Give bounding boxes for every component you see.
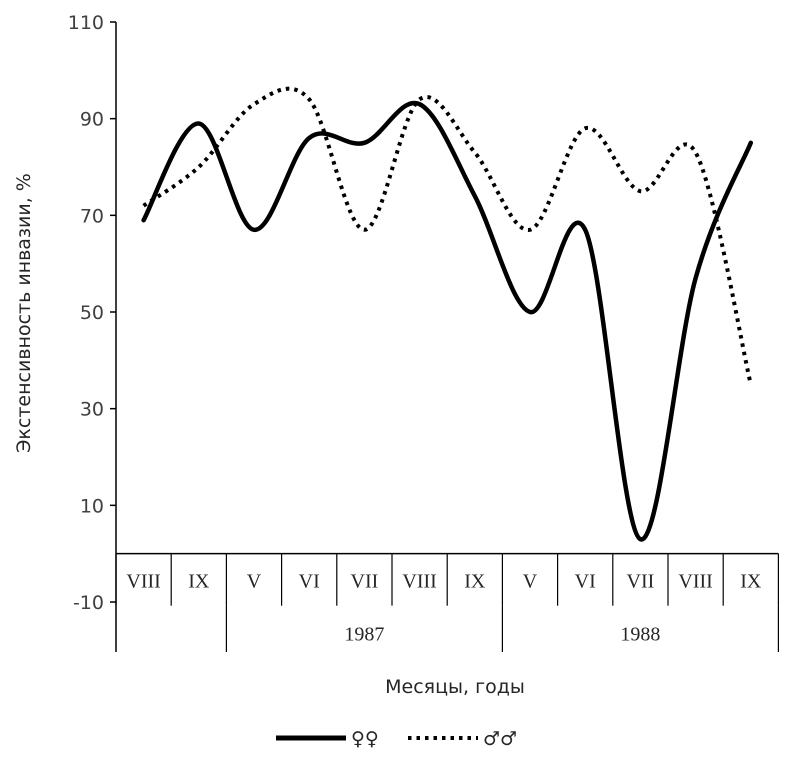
x-tick-label: IX <box>740 571 762 593</box>
y-axis: -10 10 30 50 70 90 110 <box>68 12 117 652</box>
y-tick-label: 30 <box>80 399 104 421</box>
y-tick-label: 50 <box>80 302 104 324</box>
x-tick-label: VIII <box>126 571 160 593</box>
series-line-females <box>141 100 754 542</box>
x-axis: VIII IX V VI VII VIII IX V VI VII VIII IX 1987 1988 <box>115 552 780 652</box>
x-tick-label: VIII <box>402 571 436 593</box>
y-tick-label: 110 <box>68 12 104 34</box>
x-tick-label: IX <box>188 571 210 593</box>
x-tick-label: VI <box>299 571 320 593</box>
y-tick-label: 90 <box>80 109 104 131</box>
x-tick-label: VI <box>575 571 596 593</box>
x-axis-title: Месяцы, годы <box>385 676 525 698</box>
y-tick-label: -10 <box>73 592 104 614</box>
x-tick-label: V <box>523 571 538 593</box>
legend-label-females: ♀♀ <box>351 728 379 750</box>
x-tick-label: V <box>247 571 262 593</box>
y-axis-title: Экстенсивность инвазии, % <box>13 173 35 453</box>
legend: ♀♀ ♂♂ <box>276 728 517 750</box>
year-label: 1987 <box>344 624 384 646</box>
y-tick-label: 10 <box>80 495 104 517</box>
x-tick-label: VIII <box>678 571 712 593</box>
x-tick-label: IX <box>464 571 486 593</box>
x-tick-label: VII <box>627 571 655 593</box>
y-tick-label: 70 <box>80 205 104 227</box>
series-line-males <box>142 86 753 385</box>
year-label: 1988 <box>620 624 660 646</box>
legend-label-males: ♂♂ <box>483 728 517 750</box>
x-tick-label: VII <box>351 571 379 593</box>
series-lines <box>141 86 754 542</box>
